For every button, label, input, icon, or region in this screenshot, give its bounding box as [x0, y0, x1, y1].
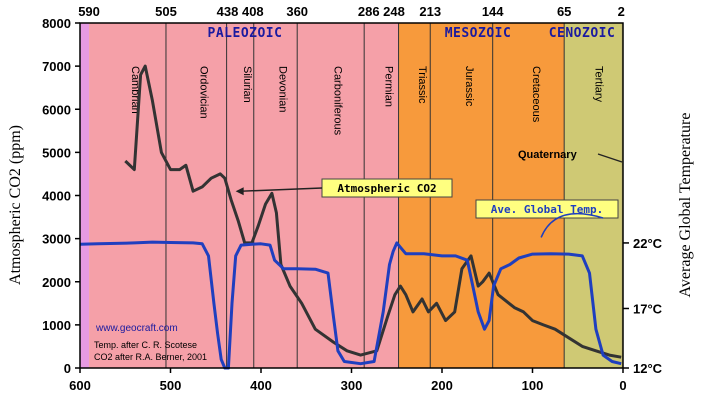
y-tick-label-2000: 2000: [42, 275, 71, 290]
period-label-triassic: Triassic: [416, 66, 428, 104]
top-boundary-label-5: 213: [419, 4, 441, 19]
credit-notes: www.geocraft.com Temp. after C. R. Scotes…: [94, 323, 207, 362]
x-tick-label-0: 0: [619, 378, 626, 393]
period-label-carboniferous: Carboniferous: [332, 66, 344, 136]
period-label-tertiary: Tertiary: [592, 66, 604, 103]
top-boundary-label-8: 2: [618, 4, 625, 19]
period-label-jurassic: Jurassic: [463, 66, 475, 107]
series-callouts: Atmospheric CO2 Ave. Global Temp.: [235, 178, 619, 238]
quaternary-arrow: [597, 153, 623, 163]
top-boundary-label-2: 438 408: [217, 4, 264, 19]
period-label-silurian: Silurian: [241, 66, 253, 103]
era-label-cenozoic: CENOZOIC: [549, 26, 616, 41]
y-tick-label-0: 0: [64, 361, 71, 376]
period-labels: Cambrian Ordovician Silurian Devonian Carbon…: [129, 66, 604, 136]
callout-text-1: Ave. Global Temp.: [491, 203, 604, 216]
y-axis-title-right: Average Global Temperature: [677, 113, 694, 298]
series-line-co2: [124, 64, 622, 359]
precambrian-strip: [80, 23, 90, 368]
top-boundary-label-6: 144: [482, 4, 504, 19]
data-series: [79, 64, 622, 370]
y-tick-label-5000: 5000: [42, 145, 71, 160]
top-boundary-label-4: 286 248: [358, 4, 405, 19]
x-tick-label-600: 600: [69, 378, 91, 393]
series-line-temperature: [79, 240, 622, 370]
x-tick-label-300: 300: [341, 378, 363, 393]
top-boundary-label-0: 590: [78, 4, 100, 19]
period-label-permian: Permian: [382, 66, 394, 107]
temp-tick-label-0: 22°C: [633, 236, 663, 251]
y-tick-label-8000: 8000: [42, 16, 71, 31]
x-tick-label-400: 400: [250, 378, 272, 393]
y-tick-label-6000: 6000: [42, 102, 71, 117]
y-tick-label-7000: 7000: [42, 59, 71, 74]
top-boundary-label-7: 65: [557, 4, 571, 19]
website-label: www.geocraft.com: [95, 323, 178, 334]
callout-arrow-1: [540, 212, 604, 238]
callout-text-0: Atmospheric CO2: [337, 182, 436, 195]
callout-arrowhead-0: [235, 187, 244, 196]
era-labels: PALEOZOIC MESOZOIC CENOZOIC Quaternary: [208, 26, 623, 163]
era-label-mesozoic: MESOZOIC: [445, 26, 512, 41]
callout-arrow-0: [241, 187, 323, 192]
x-tick-label-100: 100: [522, 378, 544, 393]
x-tick-label-200: 200: [431, 378, 453, 393]
quaternary-label: Quaternary: [518, 149, 578, 161]
top-boundary-label-3: 360: [286, 4, 308, 19]
top-boundary-label-1: 505: [155, 4, 177, 19]
temp-tick-label-2: 12°C: [633, 361, 663, 376]
quaternary-band: [621, 23, 623, 368]
credit-co2: CO2 after R.A. Berner, 2001: [94, 352, 207, 362]
y-tick-label-4000: 4000: [42, 189, 71, 204]
temp-tick-label-1: 17°C: [633, 301, 663, 316]
era-label-paleozoic: PALEOZOIC: [208, 26, 283, 41]
credit-temperature: Temp. after C. R. Scotese: [94, 340, 197, 350]
period-label-devonian: Devonian: [276, 66, 288, 112]
x-tick-label-500: 500: [160, 378, 182, 393]
era-background-bands: [80, 23, 623, 368]
period-label-cretaceous: Cretaceous: [530, 66, 542, 123]
period-label-ordovician: Ordovician: [198, 66, 210, 119]
y-axis-title-left: Atmospheric CO2 (ppm): [7, 125, 24, 285]
y-tick-label-1000: 1000: [42, 318, 71, 333]
y-tick-label-3000: 3000: [42, 232, 71, 247]
